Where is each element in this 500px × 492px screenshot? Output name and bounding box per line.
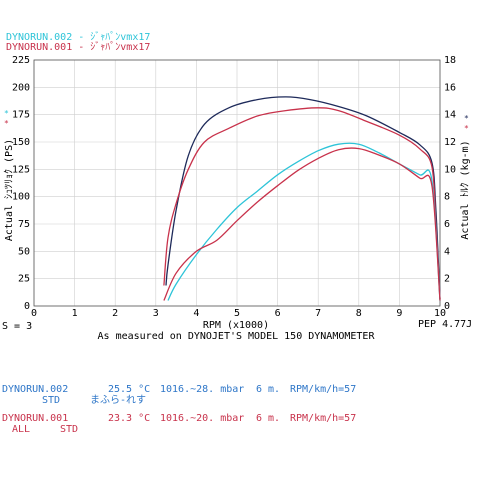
run-label: DYNORUN.002 (2, 384, 68, 395)
y-tick-left-label: 150 (12, 137, 30, 148)
y-axis-right-label: Actual ﾄﾙｸ (kg-m) (459, 140, 471, 239)
chart-subtitle: As measured on DYNOJET'S MODEL 150 DYNAM… (98, 331, 376, 342)
run-length: 6 m. (256, 384, 280, 395)
left-axis-marker-cyan: * (4, 109, 9, 118)
y-tick-left-label: 225 (12, 55, 30, 66)
left-axis-marker-red: * (4, 119, 9, 128)
x-tick-label: 8 (356, 308, 362, 319)
y-tick-left-label: 125 (12, 164, 30, 175)
peak-note: PEP 4.77J (418, 319, 472, 330)
x-axis-label: RPM (x1000) (203, 320, 269, 331)
y-tick-right-label: 6 (444, 219, 450, 230)
right-axis-marker-dark: * (464, 114, 469, 123)
run1-legend-label: DYNORUN.001 - ｼﾞｬﾊﾟﾝvmx17 (6, 41, 150, 53)
y-tick-left-label: 100 (12, 192, 30, 203)
x-tick-label: 2 (112, 308, 118, 319)
run-details: DYNORUN.002 25.5 °C 1016.~28. mbar 6 m. RPM/… (2, 384, 356, 435)
plot-frame (33, 59, 441, 307)
run-label: DYNORUN.001 (2, 413, 68, 424)
run-line2-a: STD (42, 395, 60, 406)
y-tick-left-label: 200 (12, 82, 30, 93)
y-tick-right-label: 14 (444, 110, 456, 121)
run-rpm: RPM/km/h=57 (290, 384, 356, 395)
run-line2-a: ALL (12, 424, 30, 435)
right-axis-marker-red: * (464, 124, 469, 133)
y-axis-left-label: Actual ｼｭﾂﾘｮｸ (PS) (3, 139, 15, 241)
run2-legend-label: DYNORUN.002 - ｼﾞｬﾊﾟﾝvmx17 (6, 31, 150, 43)
y-tick-right-label: 4 (444, 246, 450, 257)
x-tick-label: 9 (396, 308, 402, 319)
run-length: 6 m. (256, 413, 280, 424)
run-pressure: 1016.~20. mbar (160, 413, 244, 424)
x-tick-label: 10 (434, 308, 446, 319)
y-tick-left-label: 50 (18, 246, 30, 257)
y-tick-right-label: 18 (444, 55, 456, 66)
x-tick-label: 5 (234, 308, 240, 319)
y-tick-left-label: 25 (18, 274, 30, 285)
run-pressure: 1016.~28. mbar (160, 384, 244, 395)
run-rpm: RPM/km/h=57 (290, 413, 356, 424)
y-tick-right-label: 8 (444, 192, 450, 203)
run-line2-b: STD (60, 424, 78, 435)
x-tick-label: 3 (153, 308, 159, 319)
series-line-4 (163, 147, 441, 301)
run-temp: 23.3 °C (108, 413, 150, 424)
y-tick-right-label: 12 (444, 137, 456, 148)
y-tick-left-label: 175 (12, 110, 30, 121)
x-tick-label: 6 (275, 308, 281, 319)
plot-area: 0 1 2 3 4 5 6 7 8 9 100255075100125150175200225024… (12, 55, 456, 319)
run-line2-b: まふら-れす (90, 394, 146, 406)
x-tick-label: 7 (315, 308, 321, 319)
y-tick-right-label: 10 (444, 164, 456, 175)
x-tick-label: 1 (72, 308, 78, 319)
series-line-1 (165, 96, 441, 300)
y-tick-right-label: 16 (444, 82, 456, 93)
y-tick-left-label: 75 (18, 219, 30, 230)
x-tick-label: 4 (193, 308, 199, 319)
series-line-2 (163, 107, 441, 300)
y-tick-right-label: 2 (444, 274, 450, 285)
y-tick-right-label: 0 (444, 301, 450, 312)
x-tick-label: 0 (31, 308, 37, 319)
run-temp: 25.5 °C (108, 384, 150, 395)
y-tick-left-label: 0 (24, 301, 30, 312)
smoothing-label: S = 3 (2, 321, 32, 332)
series-line-3 (167, 142, 441, 301)
